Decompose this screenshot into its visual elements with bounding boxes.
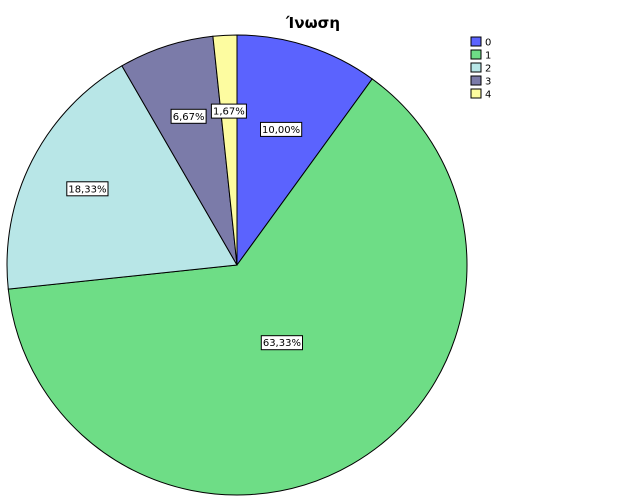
data-label-0: 10,00% [260,121,303,137]
legend: 0 1 2 3 4 [470,36,491,101]
pie-slices [6,34,468,496]
pie-slice-4 [212,34,238,266]
legend-swatch [470,49,482,60]
data-label-text: 6,67% [173,112,205,123]
data-label-text: 18,33% [68,184,106,195]
data-label-text: 10,00% [262,125,300,136]
legend-swatch [470,75,482,86]
pie-slice-0 [236,34,373,267]
data-label-text: 63,33% [263,338,301,349]
data-label-box [66,181,109,197]
data-label-box [170,108,207,124]
pie-slice-2 [6,65,238,290]
legend-item-1: 1 [470,49,491,62]
legend-label: 3 [485,77,491,88]
pie-data-labels: 10,00% 63,33% 18,33% 6,67% 1,67% [66,103,303,351]
data-label-box [260,121,303,137]
legend-label: 4 [485,90,491,101]
legend-label: 0 [485,38,491,49]
data-label-box [260,335,303,351]
data-label-2: 18,33% [66,181,109,197]
data-label-box [210,103,247,119]
legend-swatch [470,36,482,47]
legend-item-0: 0 [470,36,491,49]
legend-label: 2 [485,64,491,75]
data-label-3: 6,67% [170,108,207,124]
chart-title: Ίνωση [285,14,340,32]
legend-item-3: 3 [470,75,491,88]
data-label-4: 1,67% [210,103,247,119]
pie-slice-1 [7,78,468,496]
legend-item-4: 4 [470,88,491,101]
legend-swatch [470,62,482,73]
data-label-1: 63,33% [260,335,303,351]
legend-swatch [470,88,482,99]
data-label-text: 1,67% [213,107,245,118]
legend-item-2: 2 [470,62,491,75]
legend-label: 1 [485,51,491,62]
